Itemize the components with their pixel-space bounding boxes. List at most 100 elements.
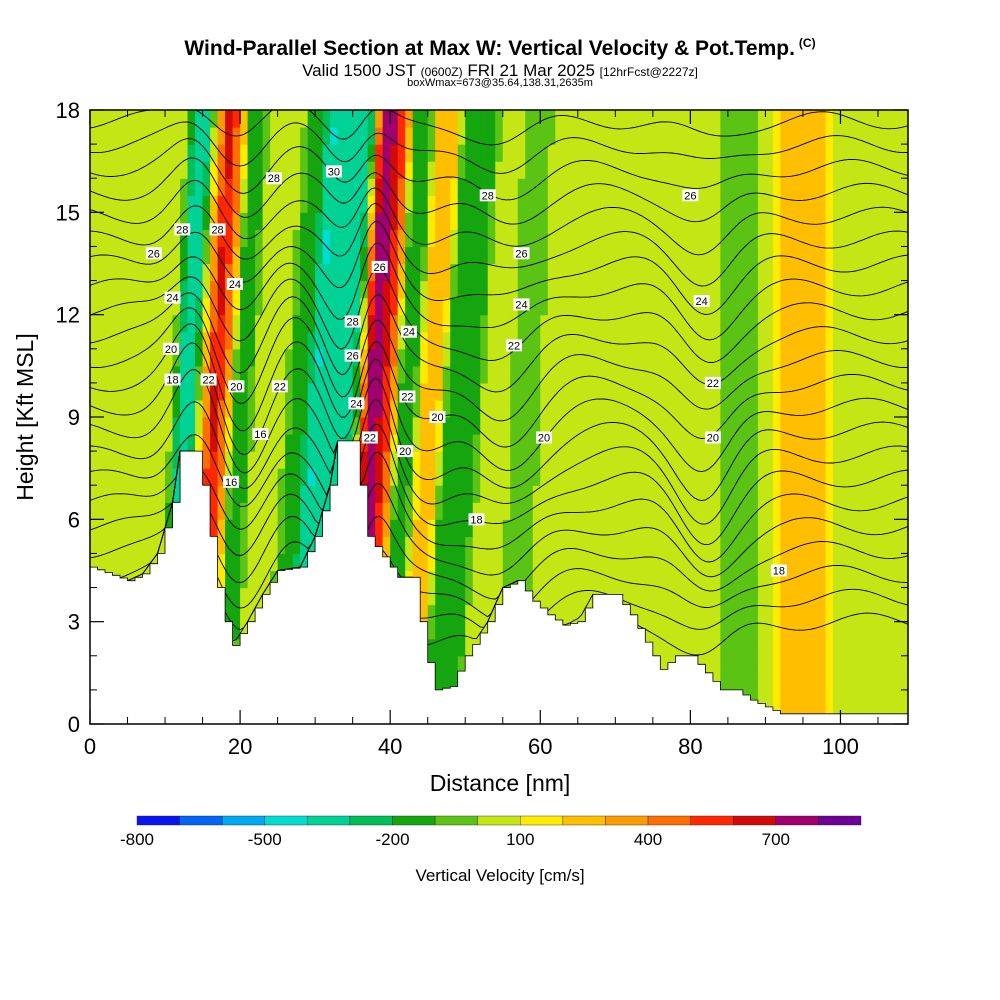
velocity-cell xyxy=(900,638,908,657)
velocity-cell xyxy=(787,246,797,265)
velocity-cell xyxy=(742,331,752,350)
velocity-cell xyxy=(540,519,549,537)
velocity-cell xyxy=(735,604,744,623)
velocity-cell xyxy=(225,297,234,316)
velocity-cell xyxy=(720,417,729,435)
velocity-cell xyxy=(690,195,699,213)
velocity-cell xyxy=(352,331,361,350)
contour-label-box xyxy=(479,189,496,202)
velocity-cell xyxy=(660,519,669,537)
velocity-cell xyxy=(840,519,849,537)
velocity-cell xyxy=(870,212,879,230)
velocity-cell xyxy=(720,536,729,555)
velocity-cell xyxy=(247,468,256,486)
velocity-cell xyxy=(802,536,812,555)
velocity-cell xyxy=(787,434,797,452)
velocity-cell xyxy=(750,348,759,367)
velocity-cell xyxy=(112,314,121,333)
velocity-cell xyxy=(562,246,571,265)
velocity-cell xyxy=(300,127,309,145)
velocity-cell xyxy=(780,348,789,367)
velocity-cell xyxy=(405,519,414,537)
velocity-cell xyxy=(832,178,842,196)
velocity-cell xyxy=(465,127,474,145)
velocity-cell xyxy=(315,348,324,367)
velocity-cell xyxy=(742,417,752,435)
velocity-cell xyxy=(652,195,661,213)
velocity-cell xyxy=(217,365,226,384)
velocity-cell xyxy=(277,365,286,384)
velocity-cell xyxy=(742,604,752,623)
velocity-cell xyxy=(307,178,316,196)
velocity-cell xyxy=(307,417,316,435)
velocity-cell xyxy=(570,434,579,452)
velocity-cell xyxy=(232,434,241,452)
velocity-cell xyxy=(735,570,744,589)
velocity-cell xyxy=(892,348,902,367)
velocity-cell xyxy=(742,365,752,384)
velocity-cell xyxy=(742,587,752,606)
velocity-cell xyxy=(630,587,639,606)
velocity-cell xyxy=(795,178,804,196)
velocity-cell xyxy=(727,331,736,350)
contour-label: 20 xyxy=(538,432,550,444)
velocity-cell xyxy=(412,144,421,162)
velocity-cell xyxy=(697,127,706,145)
velocity-cell xyxy=(862,110,872,128)
velocity-cell xyxy=(622,246,631,265)
velocity-cell xyxy=(675,331,684,350)
velocity-cell xyxy=(892,127,902,145)
velocity-cell xyxy=(345,229,354,248)
velocity-cell xyxy=(232,604,241,623)
velocity-cell xyxy=(172,127,181,145)
velocity-cell xyxy=(652,417,661,435)
velocity-cell xyxy=(855,621,864,640)
velocity-cell xyxy=(825,468,834,486)
velocity-cell xyxy=(885,365,894,384)
velocity-cell xyxy=(802,382,812,401)
velocity-cell xyxy=(255,553,264,572)
velocity-cell xyxy=(480,161,489,179)
velocity-cell xyxy=(652,263,661,282)
velocity-cell xyxy=(300,417,309,435)
velocity-cell xyxy=(727,246,736,265)
velocity-cell xyxy=(360,417,369,435)
contour-label-box xyxy=(361,431,378,444)
velocity-cell xyxy=(637,348,646,367)
velocity-cell xyxy=(480,280,489,299)
velocity-cell xyxy=(810,127,819,145)
velocity-cell xyxy=(262,485,271,503)
velocity-cell xyxy=(262,570,271,589)
velocity-cell xyxy=(832,587,842,606)
velocity-cell xyxy=(270,434,279,452)
velocity-cell xyxy=(112,536,121,555)
velocity-cell xyxy=(435,348,444,367)
velocity-cell xyxy=(562,297,571,316)
velocity-cell xyxy=(660,468,669,486)
velocity-cell xyxy=(480,621,489,640)
velocity-cell xyxy=(622,212,631,230)
velocity-cell xyxy=(277,434,286,452)
velocity-cell xyxy=(577,399,586,418)
velocity-cell xyxy=(855,399,864,418)
velocity-cell xyxy=(232,229,241,248)
velocity-cell xyxy=(225,604,234,623)
velocity-cell xyxy=(787,468,797,486)
velocity-cell xyxy=(585,161,594,179)
colorbar-bin xyxy=(562,815,606,826)
velocity-cell xyxy=(690,229,699,248)
velocity-cell xyxy=(802,689,812,708)
velocity-cell xyxy=(480,127,489,145)
velocity-cell xyxy=(180,348,189,367)
velocity-cell xyxy=(825,417,834,435)
velocity-cell xyxy=(877,161,887,179)
velocity-cell xyxy=(547,246,556,265)
velocity-cell xyxy=(450,110,459,128)
velocity-cell xyxy=(382,144,391,162)
velocity-cell xyxy=(615,365,624,384)
velocity-cell xyxy=(615,570,624,589)
velocity-cell xyxy=(660,638,669,657)
velocity-cell xyxy=(465,638,474,657)
velocity-cell xyxy=(495,195,504,213)
contour-label-box xyxy=(226,277,243,290)
